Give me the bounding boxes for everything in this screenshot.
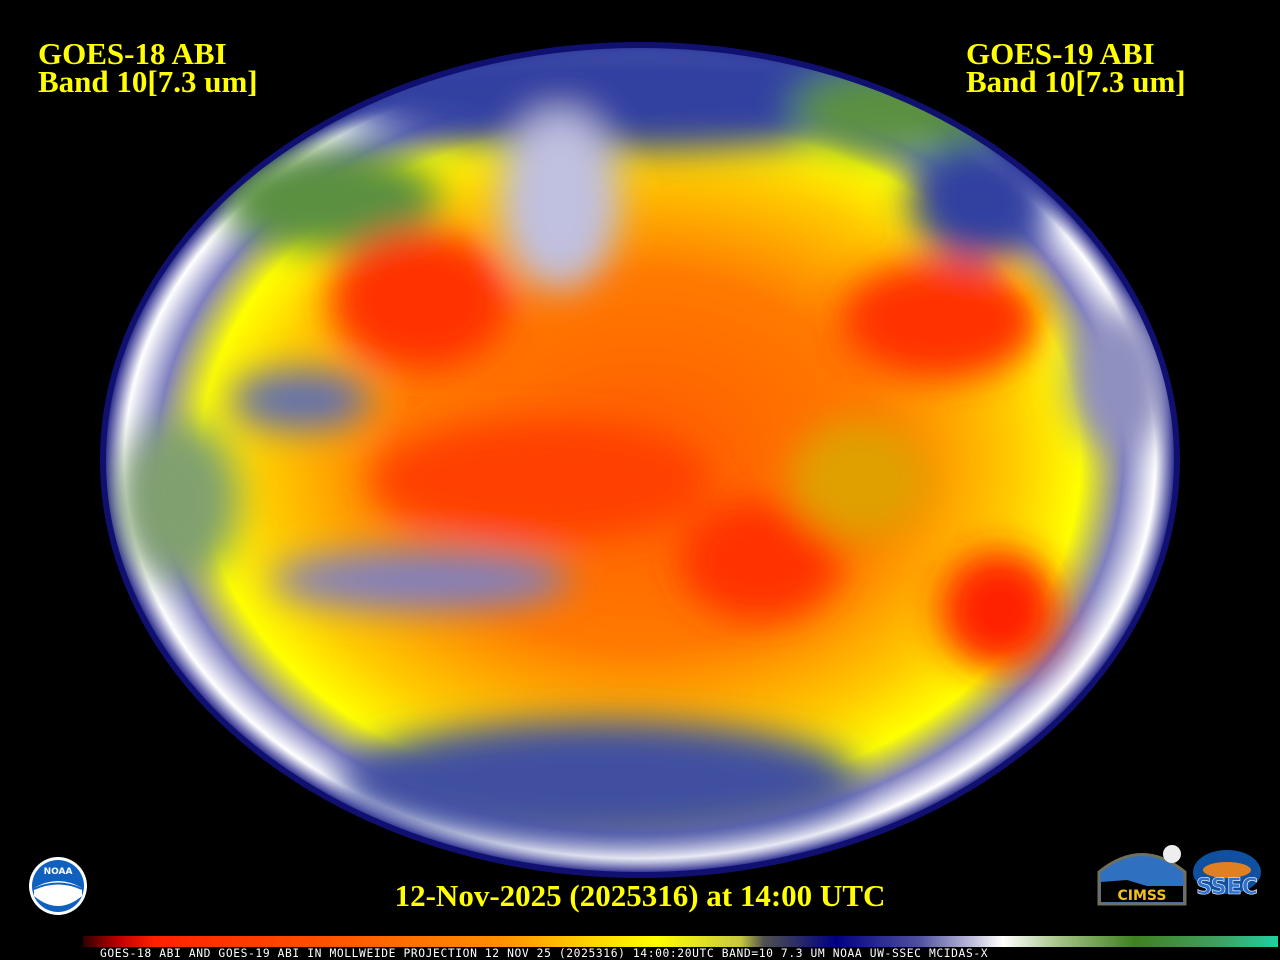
colorbar-caption: GOES-18 ABI AND GOES-19 ABI IN MOLLWEIDE… bbox=[100, 947, 989, 960]
left-satellite-label: GOES-18 ABI Band 10[7.3 um] bbox=[38, 36, 258, 99]
colorbar bbox=[83, 936, 1278, 947]
left-satellite-name: GOES-18 ABI bbox=[38, 36, 227, 71]
cimss-ssec-logo: CIMSS SSEC bbox=[1097, 845, 1261, 906]
cimss-text: CIMSS bbox=[1118, 888, 1167, 904]
right-band-label: Band 10[7.3 um] bbox=[966, 64, 1186, 99]
left-band-label: Band 10[7.3 um] bbox=[38, 64, 258, 99]
timestamp: 12-Nov-2025 (2025316) at 14:00 UTC bbox=[394, 878, 886, 913]
ssec-text: SSEC bbox=[1196, 875, 1258, 900]
right-satellite-name: GOES-19 ABI bbox=[966, 36, 1155, 71]
noaa-logo: NOAA bbox=[29, 857, 87, 915]
noaa-logo-text: NOAA bbox=[44, 867, 73, 877]
right-satellite-label: GOES-19 ABI Band 10[7.3 um] bbox=[966, 36, 1186, 99]
